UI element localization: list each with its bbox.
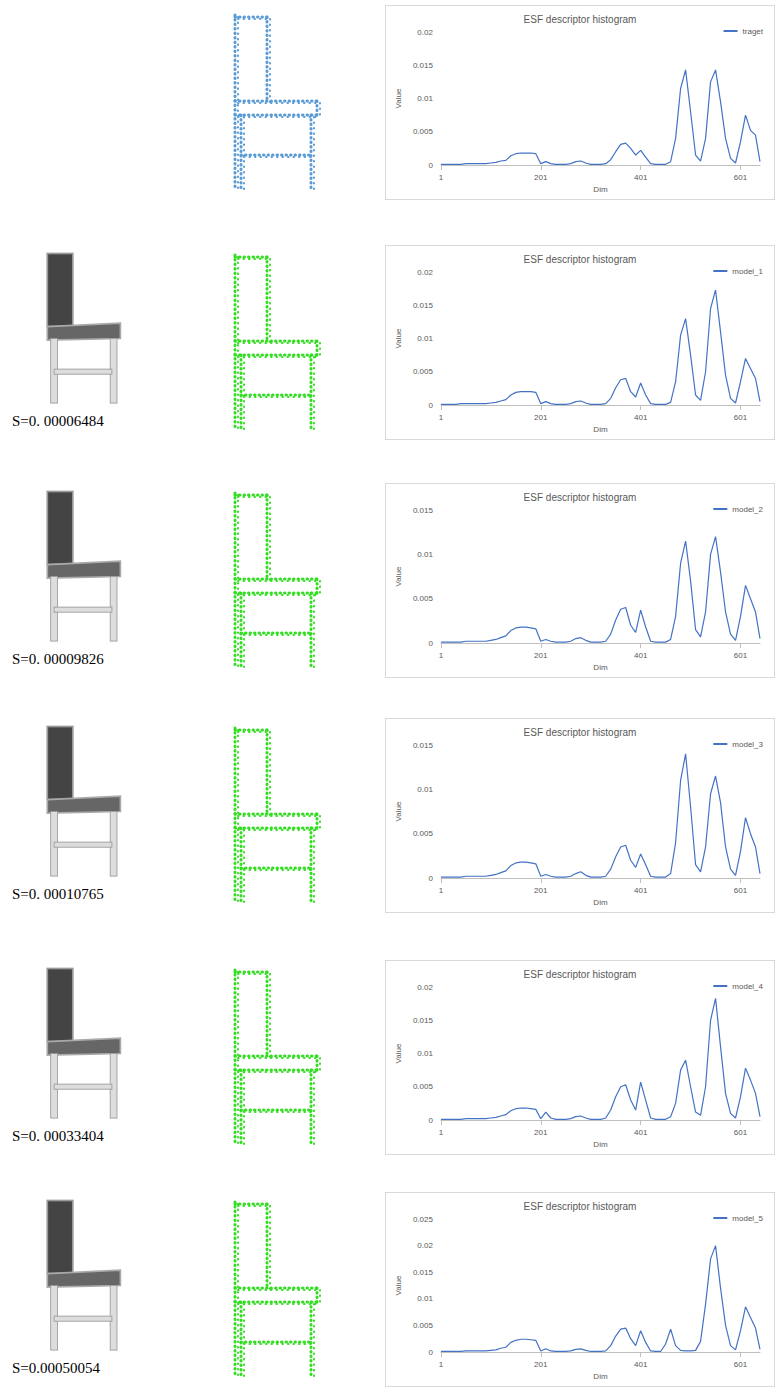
- svg-text:0: 0: [428, 401, 433, 410]
- svg-text:Value: Value: [394, 566, 403, 586]
- svg-text:model_4: model_4: [732, 982, 763, 991]
- svg-text:601: 601: [734, 173, 748, 182]
- svg-text:0.01: 0.01: [417, 1049, 433, 1058]
- svg-text:601: 601: [734, 413, 748, 422]
- svg-text:0.01: 0.01: [417, 94, 433, 103]
- svg-text:0.02: 0.02: [417, 268, 433, 277]
- svg-text:401: 401: [634, 651, 648, 660]
- svg-text:Dim: Dim: [593, 663, 608, 672]
- svg-text:0.01: 0.01: [417, 550, 433, 559]
- svg-text:Dim: Dim: [593, 425, 608, 434]
- html-text:S=0. 00006484: S=0. 00006484: [12, 413, 104, 429]
- svg-text:0.005: 0.005: [413, 829, 434, 838]
- html-text:S=0. 00009826: S=0. 00009826: [12, 651, 104, 667]
- svg-text:0.005: 0.005: [413, 1321, 434, 1330]
- svg-text:traget: traget: [743, 27, 764, 36]
- svg-text:201: 201: [534, 1128, 548, 1137]
- svg-text:Dim: Dim: [593, 1140, 608, 1149]
- svg-text:401: 401: [634, 1360, 648, 1369]
- svg-text:0.015: 0.015: [413, 506, 434, 515]
- svg-text:model_2: model_2: [732, 505, 763, 514]
- svg-text:Value: Value: [394, 88, 403, 108]
- svg-text:0.01: 0.01: [417, 334, 433, 343]
- svg-text:201: 201: [534, 886, 548, 895]
- svg-text:601: 601: [734, 1360, 748, 1369]
- svg-text:601: 601: [734, 1128, 748, 1137]
- svg-text:ESF descriptor histogram: ESF descriptor histogram: [524, 969, 637, 980]
- svg-text:601: 601: [734, 886, 748, 895]
- svg-text:0.015: 0.015: [413, 1268, 434, 1277]
- svg-text:Value: Value: [394, 801, 403, 821]
- svg-text:0.025: 0.025: [413, 1215, 434, 1224]
- svg-text:1: 1: [439, 886, 444, 895]
- svg-text:Value: Value: [394, 1275, 403, 1295]
- svg-text:ESF descriptor histogram: ESF descriptor histogram: [524, 254, 637, 265]
- svg-text:1: 1: [439, 1360, 444, 1369]
- svg-text:401: 401: [634, 173, 648, 182]
- svg-text:0.02: 0.02: [417, 983, 433, 992]
- svg-text:1: 1: [439, 173, 444, 182]
- svg-text:ESF descriptor histogram: ESF descriptor histogram: [524, 1201, 637, 1212]
- svg-text:Dim: Dim: [593, 185, 608, 194]
- svg-text:Value: Value: [394, 1043, 403, 1063]
- svg-text:601: 601: [734, 651, 748, 660]
- svg-text:0.005: 0.005: [413, 367, 434, 376]
- html-text:S=0.00050054: S=0.00050054: [12, 1360, 101, 1376]
- svg-text:Dim: Dim: [593, 898, 608, 907]
- svg-text:0: 0: [428, 874, 433, 883]
- svg-text:1: 1: [439, 1128, 444, 1137]
- svg-text:0.005: 0.005: [413, 594, 434, 603]
- svg-text:0: 0: [428, 1116, 433, 1125]
- svg-text:model_1: model_1: [732, 267, 763, 276]
- svg-text:0.005: 0.005: [413, 127, 434, 136]
- svg-text:model_3: model_3: [732, 740, 763, 749]
- svg-text:401: 401: [634, 886, 648, 895]
- html-text:S=0. 00033404: S=0. 00033404: [12, 1128, 104, 1144]
- svg-text:0.015: 0.015: [413, 301, 434, 310]
- svg-text:0.01: 0.01: [417, 1294, 433, 1303]
- svg-text:401: 401: [634, 1128, 648, 1137]
- svg-text:0.02: 0.02: [417, 28, 433, 37]
- svg-text:201: 201: [534, 413, 548, 422]
- svg-text:Dim: Dim: [593, 1372, 608, 1381]
- svg-text:0: 0: [428, 1348, 433, 1357]
- svg-text:0.02: 0.02: [417, 1241, 433, 1250]
- svg-text:0.005: 0.005: [413, 1082, 434, 1091]
- svg-text:401: 401: [634, 413, 648, 422]
- svg-text:201: 201: [534, 173, 548, 182]
- svg-text:Value: Value: [394, 328, 403, 348]
- svg-text:ESF descriptor histogram: ESF descriptor histogram: [524, 14, 637, 25]
- svg-text:201: 201: [534, 651, 548, 660]
- svg-text:0.01: 0.01: [417, 785, 433, 794]
- svg-text:201: 201: [534, 1360, 548, 1369]
- svg-text:ESF descriptor histogram: ESF descriptor histogram: [524, 727, 637, 738]
- html-text:S=0. 00010765: S=0. 00010765: [12, 886, 104, 902]
- svg-text:1: 1: [439, 651, 444, 660]
- svg-text:0: 0: [428, 639, 433, 648]
- svg-text:1: 1: [439, 413, 444, 422]
- svg-text:0.015: 0.015: [413, 61, 434, 70]
- svg-text:0: 0: [428, 161, 433, 170]
- svg-text:model_5: model_5: [732, 1214, 763, 1223]
- svg-text:0.015: 0.015: [413, 741, 434, 750]
- svg-text:0.015: 0.015: [413, 1016, 434, 1025]
- svg-text:ESF descriptor histogram: ESF descriptor histogram: [524, 492, 637, 503]
